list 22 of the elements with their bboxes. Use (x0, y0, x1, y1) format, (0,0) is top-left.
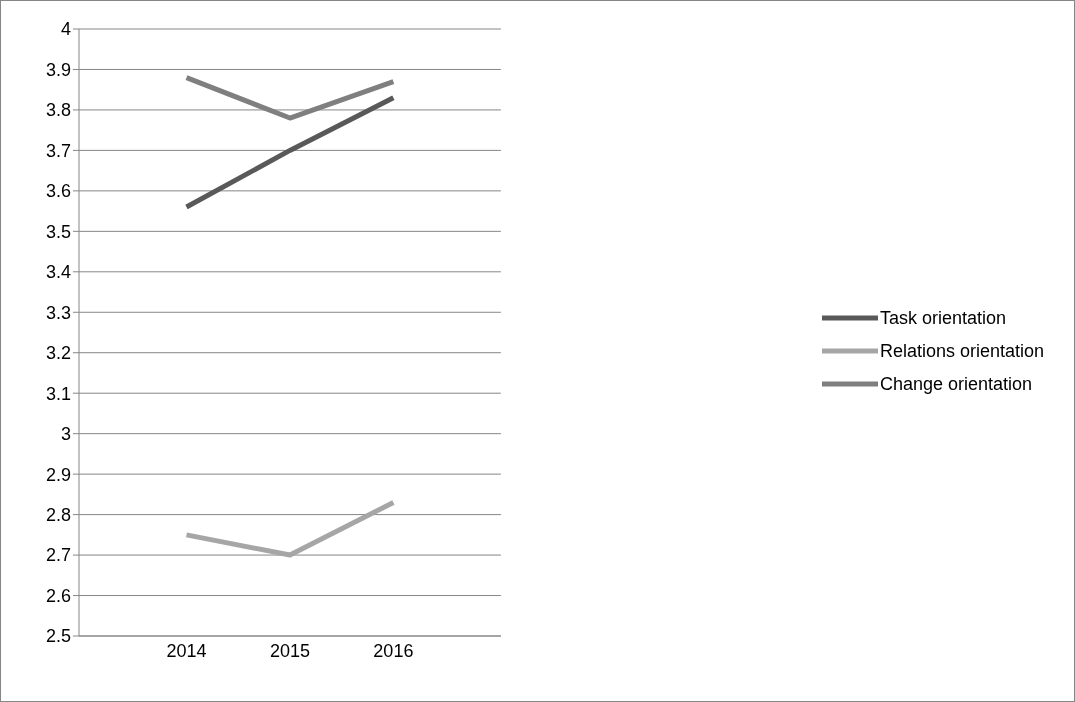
x-tick-label: 2015 (269, 640, 310, 661)
y-tick-label: 3.3 (45, 302, 71, 323)
y-tick-label: 2.5 (45, 626, 71, 647)
x-tick-label: 2016 (373, 640, 414, 661)
legend-label: Task orientation (879, 307, 1006, 329)
y-tick-label: 2.8 (45, 504, 71, 525)
y-tick-label: 3 (60, 424, 71, 445)
y-tick-label: 3.8 (45, 100, 71, 121)
y-tick-label: 2.7 (45, 545, 71, 566)
y-tick-label: 3.7 (45, 140, 71, 161)
y-tick-label: 3.9 (45, 59, 71, 80)
y-tick-label: 4 (60, 19, 71, 40)
y-tick-label: 3.6 (45, 181, 71, 202)
y-tick-label: 3.1 (45, 383, 71, 404)
legend-label: Change orientation (879, 373, 1033, 395)
y-tick-label: 2.6 (45, 585, 71, 606)
y-tick-label: 3.5 (45, 221, 71, 242)
legend-label: Relations orientation (879, 340, 1044, 362)
y-tick-label: 3.2 (45, 343, 71, 364)
y-tick-label: 3.4 (45, 262, 71, 283)
x-tick-label: 2014 (166, 640, 207, 661)
y-tick-label: 2.9 (45, 464, 71, 485)
